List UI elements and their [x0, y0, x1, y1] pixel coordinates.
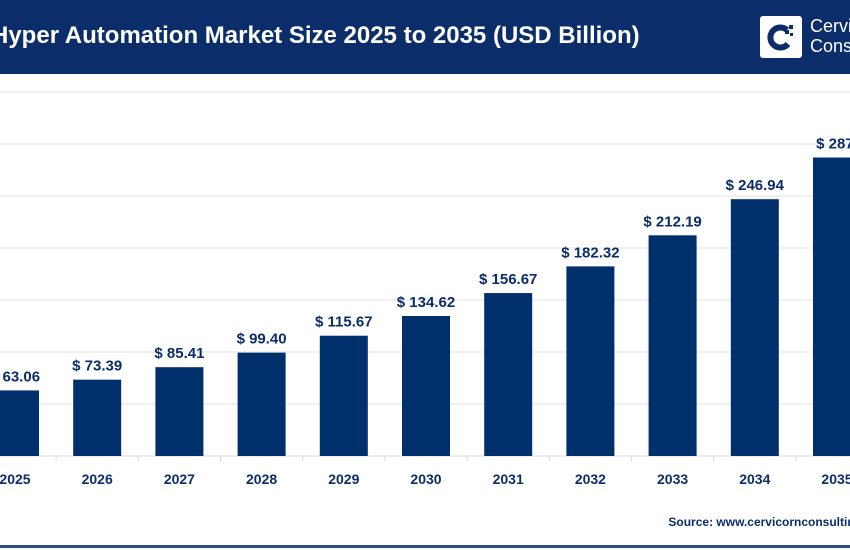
x-tick-label-2034: 2034 — [739, 471, 770, 487]
bar-chart: $ 63.06 2025 $ 73.39 2026 $ 85.41 2027 $ 99.40… — [0, 91, 850, 487]
bar-2033 — [648, 235, 697, 456]
chart-title: Hyper Automation Market Size 2025 to 203… — [0, 22, 640, 49]
bar-2034 — [730, 199, 779, 456]
title-bar: Hyper Automation Market Size 2025 to 203… — [0, 0, 850, 74]
bar-2030 — [402, 315, 450, 456]
data-label-2030: $ 134.62 — [397, 294, 455, 311]
x-tick-label-2031: 2031 — [493, 471, 524, 487]
bar-2032 — [566, 266, 615, 456]
bar-2026 — [73, 379, 122, 456]
bar-2028 — [237, 352, 286, 456]
bar-2029 — [319, 335, 368, 456]
x-tick-label-2027: 2027 — [164, 471, 195, 487]
data-label-2033: $ 212.19 — [643, 213, 701, 230]
data-label-2034: $ 246.94 — [726, 177, 785, 194]
bar-2035 — [813, 157, 850, 456]
bar-2031 — [484, 293, 533, 456]
bottom-divider — [0, 545, 850, 548]
logo-icon — [760, 16, 802, 58]
x-tick-label-2032: 2032 — [575, 471, 606, 487]
bar-2027 — [155, 367, 204, 456]
logo-line1: Cervicorn — [810, 16, 850, 36]
data-label-2031: $ 156.67 — [479, 271, 537, 288]
data-label-2028: $ 99.40 — [237, 331, 287, 348]
data-label-2026: $ 73.39 — [72, 358, 122, 375]
data-label-2035: $ 287. — [816, 136, 850, 153]
x-tick-label-2026: 2026 — [82, 471, 113, 487]
x-tick-label-2030: 2030 — [410, 471, 441, 487]
x-tick-label-2029: 2029 — [328, 471, 359, 487]
x-tick-label-2033: 2033 — [657, 471, 688, 487]
x-tick-label-2035: 2035 — [821, 471, 850, 487]
data-label-2025: $ 63.06 — [0, 368, 40, 385]
data-label-2032: $ 182.32 — [561, 244, 619, 261]
data-label-2027: $ 85.41 — [154, 345, 204, 362]
x-tick-label-2028: 2028 — [246, 471, 277, 487]
logo-line2: Consulting — [810, 36, 850, 56]
logo-text: Cervicorn Consulting — [810, 16, 850, 56]
x-tick-label-2025: 2025 — [0, 471, 31, 487]
source-text: Source: www.cervicornconsulting.com — [668, 515, 850, 529]
bar-2025 — [0, 390, 39, 456]
data-label-2029: $ 115.67 — [315, 314, 373, 331]
